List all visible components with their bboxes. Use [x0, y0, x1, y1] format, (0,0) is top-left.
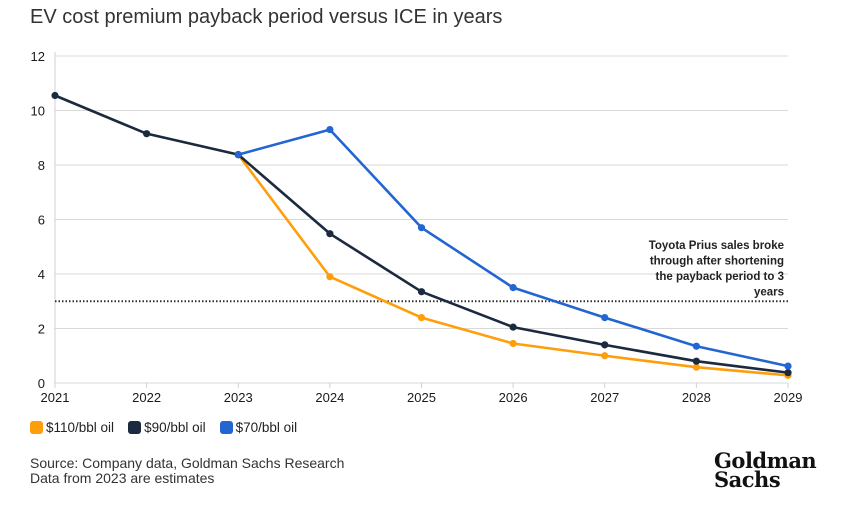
data-point	[326, 273, 334, 281]
data-point	[326, 230, 334, 238]
series-line-90bbloil	[54, 94, 789, 374]
data-point	[509, 323, 517, 331]
legend: $110/bbl oil $90/bbl oil $70/bbl oil	[30, 420, 297, 435]
legend-label: $70/bbl oil	[235, 420, 298, 435]
y-tick-label: 6	[38, 213, 45, 228]
data-point	[234, 151, 242, 159]
goldman-sachs-logo: Goldman Sachs	[714, 448, 817, 492]
y-tick-label: 4	[38, 267, 45, 282]
data-point	[417, 288, 426, 296]
data-point	[509, 339, 517, 348]
line-chart: 0 2 4 6 8 10 12 2021 2022 2023 2024 2025 2026 2027 202…	[31, 49, 803, 405]
legend-swatch	[30, 421, 43, 434]
data-point	[51, 91, 59, 100]
data-point	[601, 341, 609, 349]
axes: 0 2 4 6 8 10 12 2021 2022 2023 2024 2025 2026 2027 202…	[31, 49, 803, 405]
annotation: Toyota Prius sales broke through after sh…	[649, 240, 784, 299]
x-tick-label: 2025	[407, 390, 436, 405]
data-point	[692, 357, 700, 365]
data-point	[784, 362, 792, 370]
x-tick-label: 2024	[315, 390, 344, 405]
logo-line-1: Goldman	[714, 448, 817, 473]
data-point	[417, 314, 426, 322]
x-tick-label: 2021	[41, 390, 70, 405]
x-tick-label: 2029	[774, 390, 803, 405]
estimates-note: Data from 2023 are estimates	[30, 470, 215, 486]
x-tick-label: 2022	[132, 390, 161, 405]
data-point	[417, 224, 426, 232]
gridlines	[55, 55, 788, 384]
data-point	[784, 369, 792, 377]
data-point	[509, 284, 517, 292]
annotation-text: Toyota Prius sales broke	[649, 240, 784, 252]
source-line: Source: Company data, Goldman Sachs Rese…	[30, 455, 345, 471]
y-tick-label: 10	[31, 104, 45, 119]
legend-swatch	[128, 421, 142, 434]
data-point	[692, 342, 700, 350]
x-tick-label: 2027	[590, 390, 619, 405]
y-tick-label: 8	[38, 158, 45, 173]
data-point	[326, 125, 334, 134]
logo-line-2: Sachs	[714, 467, 781, 492]
annotation-text: the payback period to 3	[656, 271, 784, 283]
source-note: Source: Company data, Goldman Sachs Rese…	[30, 456, 344, 486]
y-tick-label: 2	[38, 322, 45, 337]
data-point	[692, 363, 700, 371]
legend-item-110[interactable]: $110/bbl oil	[30, 420, 114, 435]
legend-label: $110/bbl oil	[46, 420, 115, 435]
annotation-text: years	[754, 287, 784, 299]
chart-subtitle: EV cost premium payback period versus IC…	[30, 6, 503, 28]
series-lines	[51, 91, 792, 379]
legend-swatch	[219, 421, 233, 434]
x-tick-label: 2028	[682, 390, 711, 405]
x-tick-label: 2026	[499, 390, 528, 405]
data-point	[601, 314, 609, 322]
x-tick-label: 2023	[224, 390, 253, 405]
y-tick-label: 12	[31, 49, 45, 64]
data-point	[601, 352, 609, 360]
data-point	[143, 130, 151, 138]
y-tick-label: 0	[38, 376, 45, 391]
legend-item-90[interactable]: $90/bbl oil	[128, 420, 206, 435]
legend-item-70[interactable]: $70/bbl oil	[219, 420, 298, 435]
annotation-text: through after shortening	[650, 256, 784, 268]
legend-label: $90/bbl oil	[144, 420, 206, 435]
